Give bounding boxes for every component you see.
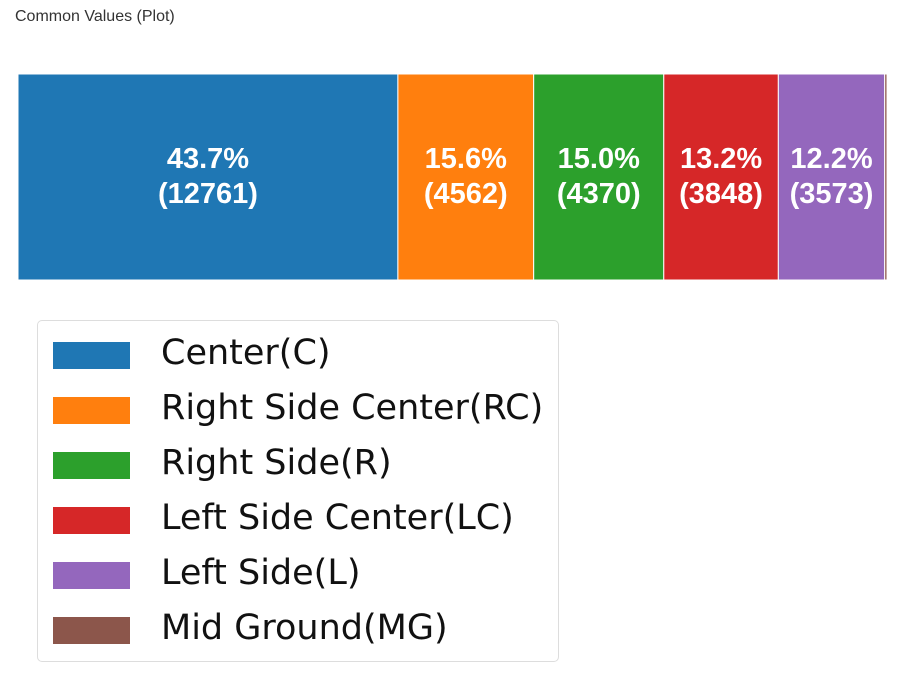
legend-label: Right Side Center(RC) (161, 388, 544, 428)
count-label-1: (12761) (158, 178, 258, 210)
bar-segment-5 (777, 73, 886, 281)
legend-label: Left Side Center(LC) (161, 498, 514, 538)
legend-swatch (53, 397, 130, 424)
legend-label: Center(C) (161, 333, 331, 373)
legend-label: Mid Ground(MG) (161, 608, 448, 648)
chart-legend: Center(C) Right Side Center(RC) Right Si… (37, 320, 559, 662)
count-label-2: (4562) (424, 178, 508, 210)
percent-label-3: 15.0% (558, 143, 640, 175)
legend-swatch (53, 342, 130, 369)
percent-label-1: 43.7% (167, 143, 249, 175)
stacked-bar-chart: 43.7%(12761)15.6%(4562)15.0%(4370)13.2%(… (17, 73, 888, 281)
percent-label-5: 12.2% (790, 143, 872, 175)
legend-label: Left Side(L) (161, 553, 361, 593)
legend-swatch (53, 452, 130, 479)
percent-label-2: 15.6% (425, 143, 507, 175)
chart-heading: Common Values (Plot) (15, 8, 175, 25)
legend-swatch (53, 562, 130, 589)
bar-segment-6 (884, 73, 888, 281)
legend-label: Right Side(R) (161, 443, 392, 483)
percent-label-4: 13.2% (680, 143, 762, 175)
bar-segment-3 (533, 73, 665, 281)
legend-item-mid-ground: Mid Ground(MG) (38, 600, 558, 656)
legend-item-right-side-center: Right Side Center(RC) (38, 380, 558, 436)
count-label-5: (3573) (790, 178, 874, 210)
legend-item-right-side: Right Side(R) (38, 435, 558, 491)
legend-swatch (53, 617, 130, 644)
legend-item-left-side-center: Left Side Center(LC) (38, 490, 558, 546)
count-label-3: (4370) (557, 178, 641, 210)
legend-item-left-side: Left Side(L) (38, 545, 558, 601)
legend-item-center: Center(C) (38, 325, 558, 381)
legend-swatch (53, 507, 130, 534)
bar-segment-2 (397, 73, 535, 281)
bar-segment-4 (663, 73, 779, 281)
count-label-4: (3848) (679, 178, 763, 210)
bar-segment-1 (17, 73, 399, 281)
